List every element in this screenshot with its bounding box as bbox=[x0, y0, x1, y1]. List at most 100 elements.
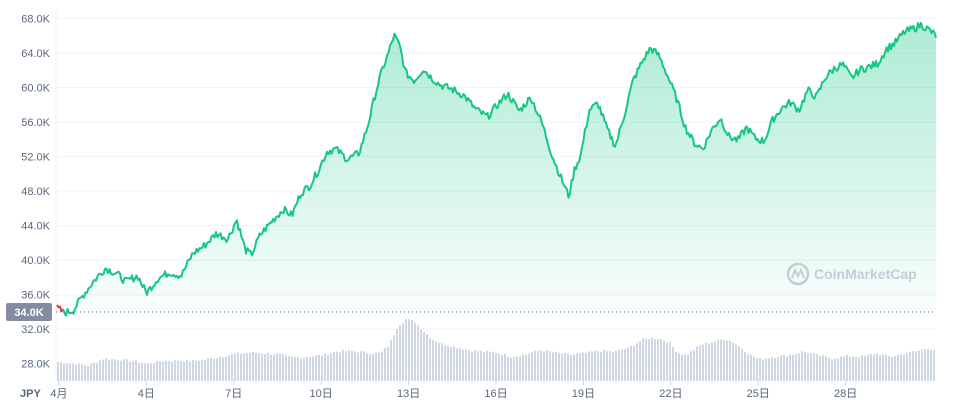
volume-bar bbox=[306, 357, 308, 381]
volume-bar bbox=[318, 354, 320, 381]
volume-bar bbox=[798, 353, 800, 381]
y-tick-label: 56.0K bbox=[21, 117, 50, 129]
volume-bar bbox=[366, 353, 368, 381]
volume-bar bbox=[762, 359, 764, 381]
volume-bar bbox=[537, 350, 539, 381]
volume-bar bbox=[660, 338, 662, 381]
volume-bar bbox=[162, 361, 164, 381]
volume-bar bbox=[816, 353, 818, 381]
volume-bar bbox=[441, 343, 443, 381]
volume-bar bbox=[126, 359, 128, 381]
volume-bar bbox=[96, 362, 98, 381]
volume-bar bbox=[186, 359, 188, 381]
volume-bar bbox=[786, 356, 788, 381]
x-tick-label: 4月 bbox=[50, 388, 67, 400]
volume-bar bbox=[153, 363, 155, 381]
price-line-up bbox=[62, 21, 937, 317]
volume-bar bbox=[591, 351, 593, 381]
volume-bar bbox=[522, 354, 524, 381]
volume-bar bbox=[147, 363, 149, 381]
x-tick-label: 7日 bbox=[225, 388, 242, 400]
volume-bar bbox=[822, 355, 824, 381]
price-area-fill bbox=[57, 22, 936, 316]
volume-bar bbox=[243, 353, 245, 381]
volume-bar bbox=[237, 352, 239, 381]
volume-bar bbox=[666, 342, 668, 381]
volume-bar bbox=[834, 358, 836, 381]
volume-bar bbox=[897, 354, 899, 381]
price-area bbox=[56, 21, 937, 317]
volume-bar bbox=[219, 357, 221, 381]
start-price-baseline: 34.0K bbox=[6, 302, 936, 321]
volume-bar bbox=[711, 342, 713, 381]
volume-bar bbox=[513, 357, 515, 381]
volume-bar bbox=[372, 353, 374, 381]
volume-bar bbox=[444, 345, 446, 381]
volume-bar bbox=[495, 353, 497, 381]
currency-label: JPY bbox=[20, 388, 41, 400]
y-tick-label: 64.0K bbox=[21, 48, 50, 60]
volume-bar bbox=[768, 358, 770, 381]
volume-bar bbox=[852, 356, 854, 381]
y-tick-label: 48.0K bbox=[21, 186, 50, 198]
volume-bar bbox=[390, 339, 392, 381]
volume-bar bbox=[600, 352, 602, 381]
volume-bar bbox=[144, 363, 146, 381]
volume-bar bbox=[546, 350, 548, 381]
volume-bar bbox=[909, 351, 911, 381]
coinmarketcap-watermark: CoinMarketCap bbox=[786, 262, 917, 286]
y-tick-label: 40.0K bbox=[21, 255, 50, 267]
volume-bar bbox=[354, 351, 356, 381]
volume-bar bbox=[774, 357, 776, 381]
volume-bar bbox=[432, 340, 434, 381]
volume-bar bbox=[534, 350, 536, 381]
volume-bar bbox=[615, 350, 617, 381]
volume-bar bbox=[735, 344, 737, 381]
volume-bar bbox=[870, 353, 872, 381]
volume-bar bbox=[606, 351, 608, 381]
volume-bar bbox=[456, 348, 458, 381]
y-tick-label: 68.0K bbox=[21, 14, 50, 26]
volume-bar bbox=[894, 356, 896, 381]
x-tick-label: 16日 bbox=[484, 388, 507, 400]
volume-bar bbox=[585, 352, 587, 381]
volume-bar bbox=[429, 338, 431, 381]
volume-bar bbox=[921, 349, 923, 381]
volume-bar bbox=[702, 344, 704, 381]
x-tick-label: 10日 bbox=[310, 388, 333, 400]
volume-bar bbox=[471, 351, 473, 381]
volume-bar bbox=[234, 353, 236, 381]
volume-bar bbox=[204, 359, 206, 381]
volume-bar bbox=[222, 357, 224, 381]
volume-bar bbox=[123, 358, 125, 381]
volume-bar bbox=[414, 323, 416, 381]
volume-bar bbox=[267, 353, 269, 381]
volume-bar bbox=[684, 354, 686, 381]
volume-bar bbox=[516, 356, 518, 381]
volume-bar bbox=[81, 364, 83, 381]
volume-bar bbox=[765, 358, 767, 381]
volume-bar bbox=[315, 355, 317, 381]
volume-bar bbox=[198, 360, 200, 381]
volume-bar bbox=[246, 352, 248, 381]
volume-bar bbox=[93, 362, 95, 381]
volume-bar bbox=[903, 354, 905, 381]
volume-bar bbox=[801, 351, 803, 381]
volume-bar bbox=[117, 360, 119, 381]
volume-bar bbox=[510, 357, 512, 381]
volume-bar bbox=[459, 348, 461, 381]
volume-bar bbox=[891, 356, 893, 381]
volume-bar bbox=[723, 339, 725, 381]
volume-bar bbox=[843, 356, 845, 381]
volume-bar bbox=[291, 356, 293, 381]
volume-bar bbox=[624, 349, 626, 381]
volume-bar bbox=[348, 349, 350, 381]
volume-bar bbox=[402, 323, 404, 381]
volume-bar bbox=[216, 358, 218, 381]
volume-bar bbox=[300, 358, 302, 381]
volume-bar bbox=[132, 361, 134, 381]
volume-bar bbox=[720, 339, 722, 381]
volume-bar bbox=[273, 354, 275, 381]
volume-bar bbox=[387, 346, 389, 381]
